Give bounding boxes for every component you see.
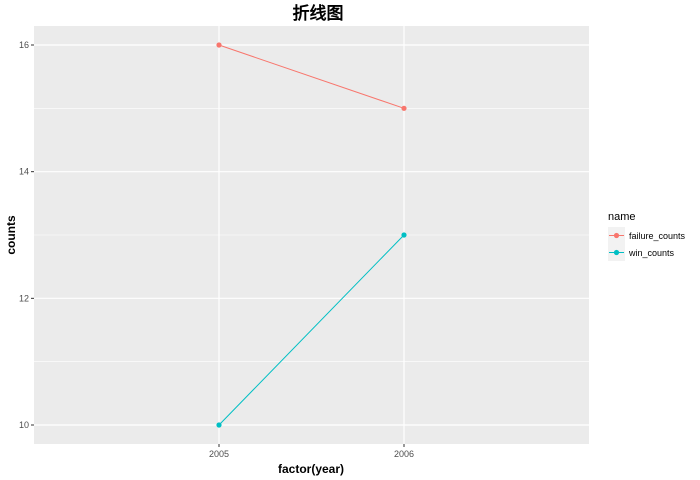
y-tick-label: 16: [19, 40, 29, 50]
series-line: [218, 234, 405, 426]
legend-key-point: [613, 232, 620, 239]
legend-label: failure_counts: [629, 231, 686, 241]
data-point: [401, 105, 407, 111]
y-tick-label: 14: [19, 167, 29, 177]
series-line: [218, 44, 405, 109]
chart-title: 折线图: [293, 3, 344, 24]
y-tick-label: 10: [19, 420, 29, 430]
data-point: [216, 422, 222, 428]
grid-lines: [34, 26, 589, 444]
data-point: [401, 232, 407, 238]
legend-key-point: [613, 249, 620, 256]
y-axis-title: counts: [4, 215, 18, 255]
legend-title: name: [608, 211, 636, 223]
x-tick-label: 2006: [394, 449, 414, 459]
x-axis-title: factor(year): [278, 462, 344, 476]
x-axis-ticks: 2005 2006: [209, 444, 414, 459]
x-tick-label: 2005: [209, 449, 229, 459]
legend-item: failure_counts: [608, 227, 686, 244]
legend: name failure_counts win_counts: [608, 211, 686, 261]
y-axis-ticks: 10 12 14 16: [19, 40, 34, 430]
legend-label: win_counts: [628, 248, 675, 258]
series-failure_counts: [216, 42, 407, 111]
series-win_counts: [216, 232, 407, 428]
legend-item: win_counts: [608, 244, 675, 261]
series-layer: [216, 42, 407, 428]
data-point: [216, 42, 222, 48]
y-tick-label: 12: [19, 293, 29, 303]
